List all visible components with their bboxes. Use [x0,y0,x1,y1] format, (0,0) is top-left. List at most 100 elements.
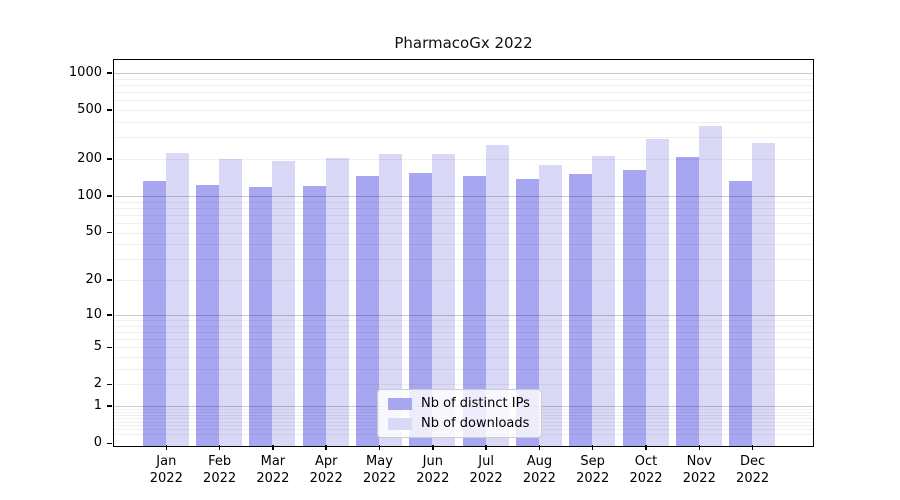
bar-downloads-jun [432,154,456,446]
gridline-major [114,73,813,74]
y-axis-tick [106,279,112,281]
gridline-minor [114,369,813,370]
y-axis-tick [106,109,112,111]
legend-item-downloads: Nb of downloads [388,416,530,431]
x-axis-tick-label-year: 2022 [682,470,716,486]
y-axis-tick [106,72,112,74]
bar-downloads-jul [485,144,509,446]
y-axis-tick-label: 2 [93,376,102,392]
gridline-minor [114,100,813,102]
y-axis-tick-label: 1 [93,398,102,413]
gridline-minor [114,347,813,349]
x-axis-tick-label-year: 2022 [576,470,610,486]
x-axis-tick [218,444,221,451]
bar-distinct-ips-feb [196,185,220,446]
bar-distinct-ips-sep [569,174,593,446]
bar-distinct-ips-jun [409,173,433,446]
x-axis-tick [698,444,701,451]
gridline-minor [114,207,813,209]
gridline-major [114,196,813,197]
x-axis-tick [165,444,168,451]
y-axis-tick-label: 100 [77,187,102,203]
x-axis-tick-label: Apr 2022 [294,453,358,487]
gridline-minor [114,159,813,161]
x-axis-tick [432,444,434,451]
x-axis-tick-label-month: Jun [422,453,443,469]
x-axis-tick-label: Sep 2022 [561,453,625,487]
x-axis-tick-label: May 2022 [348,453,412,487]
bar-distinct-ips-jul [462,176,486,446]
bar-downloads-sep [592,155,616,446]
y-axis-tick-label: 10 [85,306,102,322]
gridline-minor [114,232,813,234]
x-axis-tick-label-month: Mar [260,453,286,469]
x-axis-tick-label-year: 2022 [309,470,343,486]
legend-swatch-downloads [388,417,412,430]
x-axis-tick-label-year: 2022 [203,470,237,486]
gridline-minor [114,122,813,124]
x-axis-tick-label-year: 2022 [522,470,556,486]
bar-distinct-ips-apr [302,186,326,446]
bar-downloads-nov [698,126,722,446]
y-axis-tick-label: 50 [85,224,102,240]
y-axis-tick [106,346,112,349]
x-axis-tick-label-year: 2022 [256,470,290,486]
legend: Nb of distinct IPs Nb of downloads [377,389,542,438]
plot-area: Nb of distinct IPs Nb of downloads 0 1 2 5 1… [69,59,814,486]
x-axis-tick-label-month: Jul [478,453,494,469]
bar-distinct-ips-mar [249,186,273,446]
gridline-minor [114,244,813,246]
y-axis-tick-label: 20 [85,271,102,287]
x-axis-tick-label-month: Feb [208,453,232,469]
x-axis-tick-label: Jun 2022 [401,453,465,487]
gridline-minor [114,339,813,340]
x-axis-tick [538,444,541,451]
y-axis-tick [106,405,112,407]
bar-downloads-jan [165,152,189,446]
x-axis-tick [645,444,647,451]
x-axis-tick-label: Mar 2022 [241,453,305,487]
bar-downloads-apr [325,157,349,446]
x-axis-tick-label-month: Apr [314,453,338,469]
gridline-minor [114,85,813,86]
gridline-minor [114,384,813,386]
x-axis-tick-label-month: Aug [526,453,553,469]
x-axis-tick-label-month: Sep [580,453,605,469]
bar-downloads-feb [219,159,243,446]
y-axis-tick [106,231,112,234]
x-axis-tick [485,444,487,451]
x-axis-tick-label: Nov 2022 [667,453,731,487]
bar-downloads-aug [538,165,562,446]
bar-distinct-ips-jan [142,180,166,446]
x-axis-tick-label-year: 2022 [416,470,450,486]
gridline-minor [114,78,813,80]
x-axis-tick-label: Jul 2022 [454,453,518,487]
x-axis-tick-label-year: 2022 [736,470,770,486]
x-axis-tick-label-month: Oct [634,453,658,469]
gridline-minor [114,223,813,224]
x-axis-tick-label: Aug 2022 [507,453,571,487]
x-axis-tick-label-month: Nov [686,453,712,469]
chart-title: PharmacoGx 2022 [394,34,533,52]
x-axis-tick [591,444,594,451]
bar-distinct-ips-nov [675,157,699,446]
gridline-minor [114,331,813,333]
bar-downloads-dec [752,142,776,446]
legend-item-distinct-ips: Nb of distinct IPs [388,396,530,411]
bar-distinct-ips-oct [622,169,646,446]
gridline-major [114,314,813,316]
gridline-minor [114,325,813,327]
gridline-minor [114,110,813,112]
y-axis-tick [106,383,112,386]
x-axis-tick-label: Feb 2022 [188,453,252,487]
y-axis-tick [106,442,112,445]
bar-downloads-mar [272,160,296,446]
x-axis-tick-label: Dec 2022 [721,453,785,487]
y-axis-tick-label: 0 [93,435,102,451]
y-axis-tick-label: 500 [77,101,102,117]
x-axis-tick-label-month: Jan [156,453,177,469]
gridline-minor [114,137,813,139]
x-axis-tick-label-year: 2022 [469,470,503,486]
legend-label-downloads: Nb of downloads [421,416,530,431]
bar-distinct-ips-aug [515,178,539,446]
